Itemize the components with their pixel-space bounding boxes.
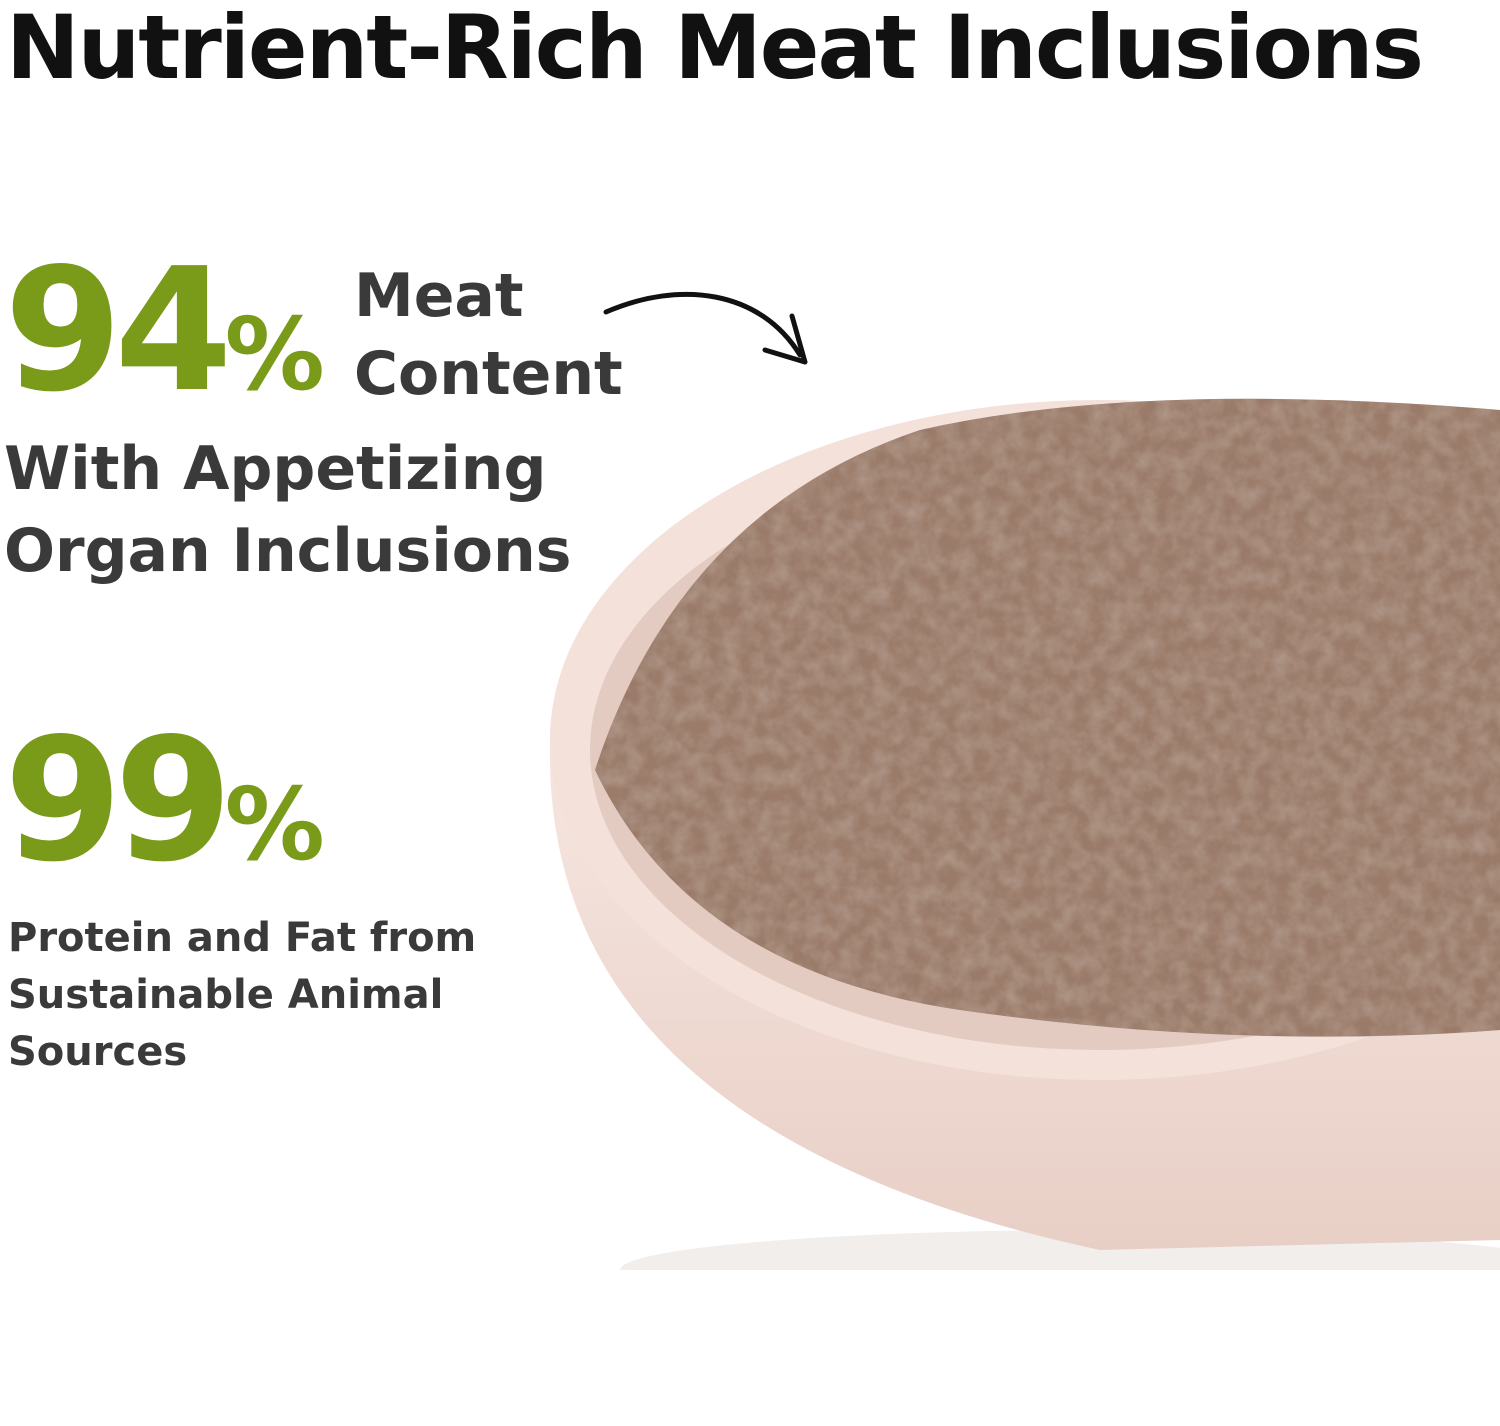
stat-94: 94% <box>4 246 325 416</box>
desc-line: Sources <box>8 1029 188 1075</box>
curved-arrow-icon <box>603 291 808 365</box>
stat-99: 99% <box>4 716 325 886</box>
stat-94-label: Meat Content <box>354 266 623 404</box>
label-line: Content <box>354 339 623 409</box>
stat-94-subtitle: With Appetizing Organ Inclusions <box>4 428 571 592</box>
stat-99-unit: % <box>224 766 325 883</box>
page-title: Nutrient-Rich Meat Inclusions <box>6 0 1424 99</box>
stat-99-value: 99 <box>4 702 233 900</box>
subtitle-line: With Appetizing <box>4 434 547 504</box>
label-line: Meat <box>354 261 524 331</box>
stat-99-description: Protein and Fat from Sustainable Animal So… <box>8 910 476 1081</box>
stat-94-value: 94 <box>4 232 233 430</box>
subtitle-line: Organ Inclusions <box>4 516 572 586</box>
stat-94-unit: % <box>224 296 325 413</box>
desc-line: Sustainable Animal <box>8 972 444 1018</box>
bowl-of-food-image <box>549 398 1500 1270</box>
desc-line: Protein and Fat from <box>8 915 477 961</box>
